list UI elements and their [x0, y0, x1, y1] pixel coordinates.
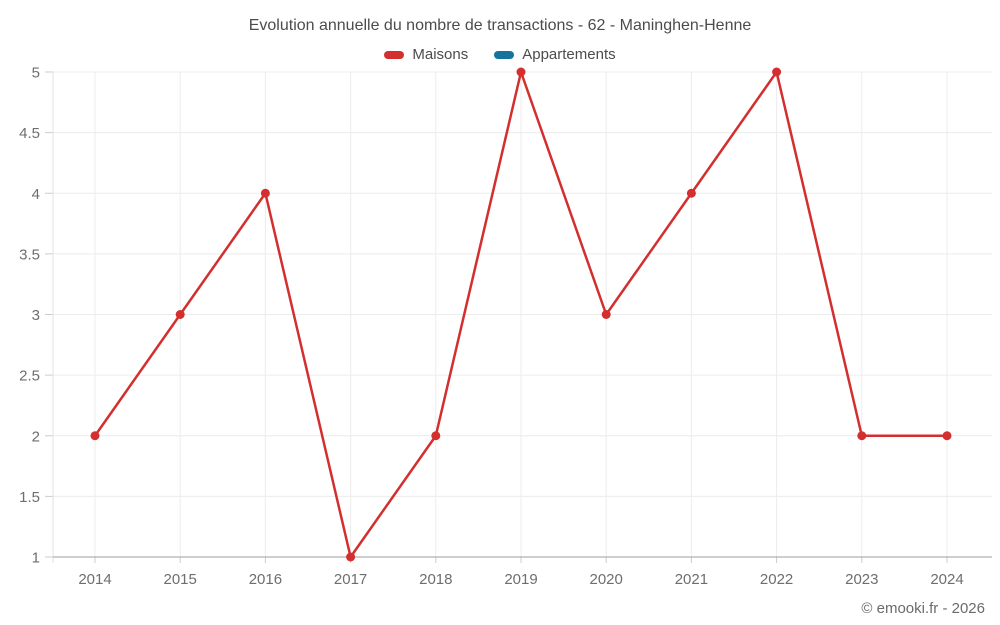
watermark-credit: © emooki.fr - 2026 — [861, 600, 985, 617]
x-tick-label: 2024 — [930, 571, 963, 588]
x-tick-label: 2020 — [590, 571, 623, 588]
chart-title: Evolution annuelle du nombre de transact… — [248, 17, 752, 34]
x-tick-label: 2014 — [78, 571, 111, 588]
legend: Maisons Appartements — [0, 46, 1000, 63]
x-tick-label: 2021 — [675, 571, 708, 588]
x-tick-label: 2023 — [845, 571, 878, 588]
data-point-marker[interactable] — [516, 67, 526, 77]
maisons-series-swatch-icon — [384, 50, 405, 59]
data-point-marker[interactable] — [942, 431, 952, 441]
legend-item-appartements[interactable]: Appartements — [494, 46, 616, 63]
x-tick-label: 2015 — [164, 571, 197, 588]
data-point-marker[interactable] — [90, 431, 100, 441]
x-tick-label: 2017 — [334, 571, 367, 588]
y-tick-label: 1.5 — [19, 489, 40, 506]
data-point-marker[interactable] — [431, 431, 441, 441]
y-tick-label: 4.5 — [19, 125, 40, 142]
data-point-marker[interactable] — [857, 431, 867, 441]
y-tick-label: 2.5 — [19, 368, 40, 385]
x-tick-label: 2018 — [419, 571, 452, 588]
data-point-marker[interactable] — [686, 188, 696, 198]
legend-item-maisons[interactable]: Maisons — [384, 46, 468, 63]
x-tick-label: 2022 — [760, 571, 793, 588]
y-tick-label: 3 — [32, 307, 40, 324]
y-tick-label: 5 — [32, 65, 40, 82]
legend-label-appartements: Appartements — [522, 46, 616, 63]
x-tick-label: 2016 — [249, 571, 282, 588]
y-tick-label: 1 — [32, 550, 40, 567]
appartements-series-swatch-icon — [494, 50, 515, 59]
x-tick-label: 2019 — [504, 571, 537, 588]
legend-label-maisons: Maisons — [412, 46, 469, 63]
data-point-marker[interactable] — [260, 188, 270, 198]
y-tick-label: 3.5 — [19, 246, 40, 263]
y-tick-label: 4 — [32, 186, 40, 203]
data-point-marker[interactable] — [772, 67, 782, 77]
y-tick-label: 2 — [32, 428, 40, 445]
data-point-marker[interactable] — [346, 552, 356, 562]
data-point-marker[interactable] — [601, 310, 611, 319]
data-point-marker[interactable] — [175, 310, 185, 319]
